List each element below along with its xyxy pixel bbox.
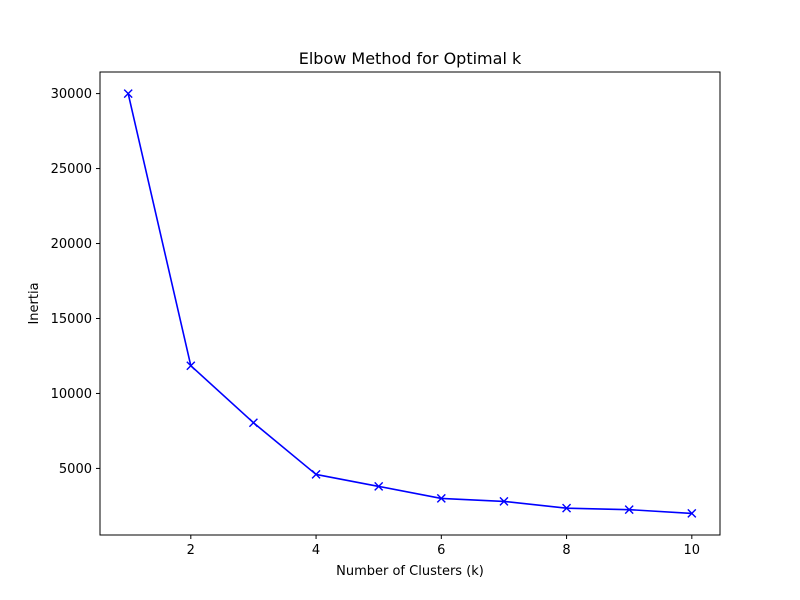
- data-point-marker: [562, 503, 572, 513]
- series-layer: [123, 89, 697, 518]
- data-point-marker: [436, 493, 446, 503]
- data-point-marker: [499, 496, 509, 506]
- x-tick-label: 8: [562, 543, 570, 558]
- data-point-marker: [186, 361, 196, 371]
- x-axis-label: Number of Clusters (k): [336, 564, 484, 579]
- y-axis-label: Inertia: [27, 282, 42, 324]
- plot-area: [100, 72, 720, 535]
- x-tick-label: 2: [187, 543, 195, 558]
- x-tick-label: 10: [684, 543, 701, 558]
- data-point-marker: [374, 481, 384, 491]
- data-point-marker: [624, 505, 634, 515]
- y-tick-label: 10000: [51, 387, 92, 402]
- x-tick-label: 4: [312, 543, 320, 558]
- y-axis-ticks: 5000 10000 15000 20000 25000 30000: [51, 87, 100, 477]
- data-point-marker: [687, 508, 697, 518]
- y-tick-label: 20000: [51, 237, 92, 252]
- y-tick-label: 5000: [59, 462, 92, 477]
- x-axis-ticks: 2 4 6 8 10: [187, 535, 700, 558]
- y-tick-label: 25000: [51, 162, 92, 177]
- x-tick-label: 6: [437, 543, 445, 558]
- plot-frame: [99, 71, 721, 536]
- data-point-marker: [311, 469, 321, 479]
- series-line: [127, 93, 692, 515]
- y-tick-label: 30000: [51, 87, 92, 102]
- y-tick-label: 15000: [51, 312, 92, 327]
- data-point-marker: [123, 89, 133, 99]
- data-point-marker: [248, 418, 258, 428]
- chart-title: Elbow Method for Optimal k: [299, 49, 522, 68]
